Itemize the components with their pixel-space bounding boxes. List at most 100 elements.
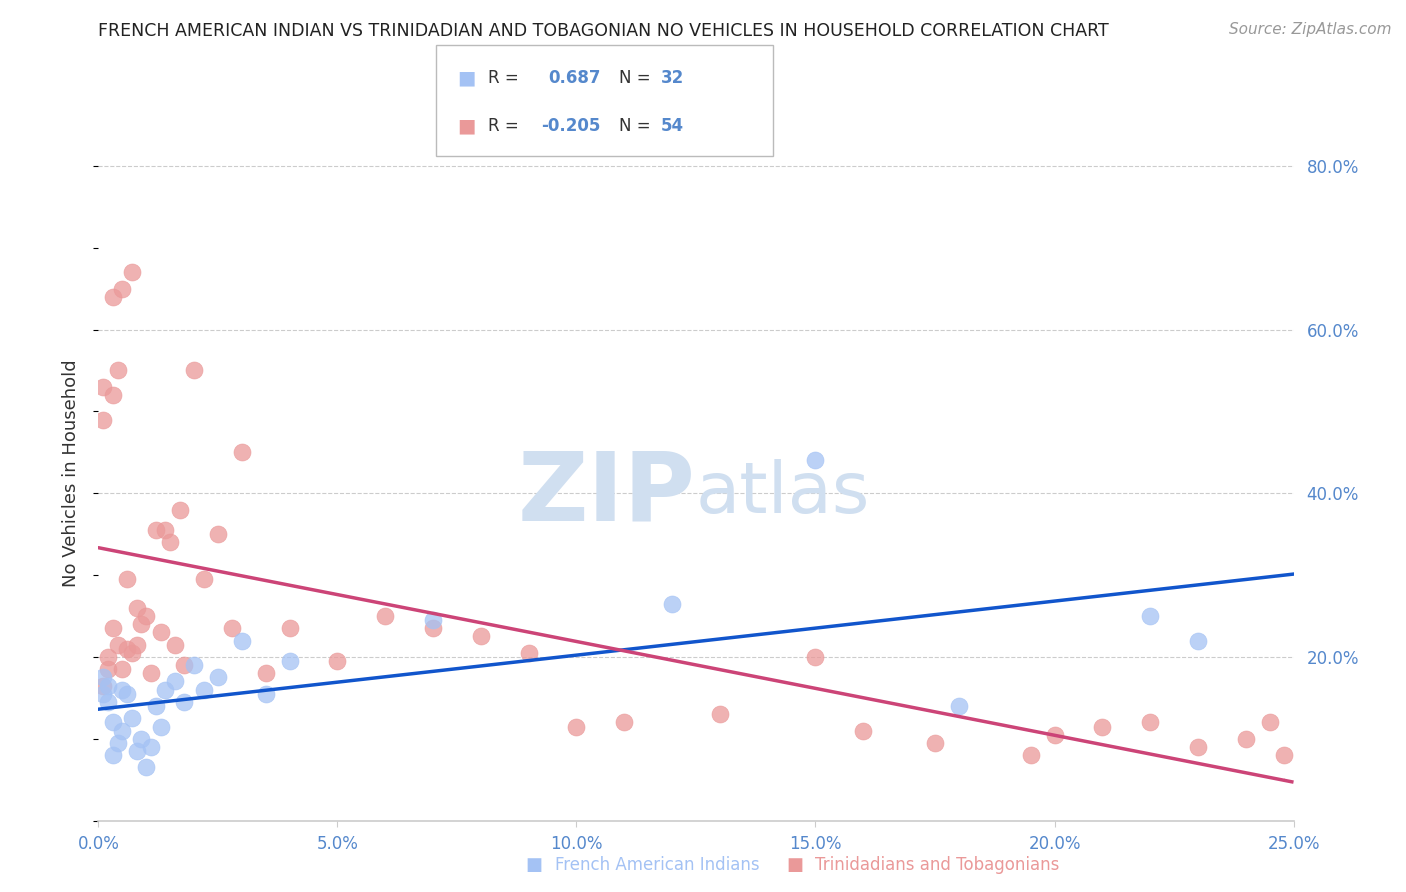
Point bbox=[135, 609, 157, 624]
Point bbox=[111, 682, 134, 697]
Point bbox=[145, 523, 167, 537]
Point bbox=[709, 707, 731, 722]
Point bbox=[97, 662, 120, 676]
Text: ■: ■ bbox=[526, 856, 543, 874]
Point bbox=[183, 363, 205, 377]
Point bbox=[565, 719, 588, 733]
Point bbox=[97, 695, 120, 709]
Point bbox=[183, 658, 205, 673]
Point bbox=[231, 445, 253, 459]
Point bbox=[125, 638, 148, 652]
Point bbox=[121, 711, 143, 725]
Text: Trinidadians and Tobagonians: Trinidadians and Tobagonians bbox=[815, 856, 1060, 874]
Point bbox=[278, 621, 301, 635]
Point bbox=[149, 625, 172, 640]
Point bbox=[221, 621, 243, 635]
Y-axis label: No Vehicles in Household: No Vehicles in Household bbox=[62, 359, 80, 587]
Point bbox=[470, 630, 492, 644]
Point bbox=[101, 748, 124, 763]
Point bbox=[1187, 739, 1209, 754]
Point bbox=[326, 654, 349, 668]
Point bbox=[852, 723, 875, 738]
Text: 32: 32 bbox=[661, 69, 685, 87]
Point bbox=[139, 666, 162, 681]
Point bbox=[145, 699, 167, 714]
Point bbox=[111, 662, 134, 676]
Point bbox=[163, 674, 186, 689]
Point bbox=[135, 760, 157, 774]
Point bbox=[193, 682, 215, 697]
Point bbox=[231, 633, 253, 648]
Point bbox=[173, 658, 195, 673]
Point bbox=[115, 687, 138, 701]
Point bbox=[115, 572, 138, 586]
Point bbox=[1272, 748, 1295, 763]
Point bbox=[111, 282, 134, 296]
Point bbox=[101, 290, 124, 304]
Point bbox=[661, 597, 683, 611]
Point bbox=[924, 736, 946, 750]
Point bbox=[101, 621, 124, 635]
Text: atlas: atlas bbox=[696, 459, 870, 528]
Point bbox=[149, 719, 172, 733]
Point bbox=[804, 649, 827, 664]
Text: ■: ■ bbox=[457, 69, 475, 87]
Point bbox=[91, 380, 114, 394]
Point bbox=[948, 699, 970, 714]
Point bbox=[91, 412, 114, 426]
Point bbox=[1043, 728, 1066, 742]
Text: ■: ■ bbox=[457, 117, 475, 136]
Point bbox=[173, 695, 195, 709]
Text: R =: R = bbox=[488, 69, 524, 87]
Text: ZIP: ZIP bbox=[517, 447, 696, 541]
Point bbox=[207, 527, 229, 541]
Point bbox=[1187, 633, 1209, 648]
Text: French American Indians: French American Indians bbox=[555, 856, 761, 874]
Text: N =: N = bbox=[619, 117, 655, 135]
Point bbox=[159, 535, 181, 549]
Point bbox=[422, 621, 444, 635]
Point bbox=[1139, 609, 1161, 624]
Point bbox=[131, 731, 153, 746]
Point bbox=[804, 453, 827, 467]
Text: 54: 54 bbox=[661, 117, 683, 135]
Point bbox=[97, 679, 120, 693]
Text: 0.687: 0.687 bbox=[548, 69, 600, 87]
Point bbox=[125, 744, 148, 758]
Point bbox=[139, 739, 162, 754]
Text: FRENCH AMERICAN INDIAN VS TRINIDADIAN AND TOBAGONIAN NO VEHICLES IN HOUSEHOLD CO: FRENCH AMERICAN INDIAN VS TRINIDADIAN AN… bbox=[98, 22, 1109, 40]
Point bbox=[107, 736, 129, 750]
Point bbox=[1019, 748, 1042, 763]
Point bbox=[107, 638, 129, 652]
Point bbox=[613, 715, 636, 730]
Text: R =: R = bbox=[488, 117, 524, 135]
Text: ■: ■ bbox=[786, 856, 803, 874]
Point bbox=[91, 679, 114, 693]
Point bbox=[121, 646, 143, 660]
Point bbox=[1258, 715, 1281, 730]
Point bbox=[91, 670, 114, 684]
Point bbox=[1139, 715, 1161, 730]
Point bbox=[91, 687, 114, 701]
Point bbox=[101, 715, 124, 730]
Point bbox=[155, 682, 177, 697]
Point bbox=[97, 649, 120, 664]
Point bbox=[193, 572, 215, 586]
Point bbox=[111, 723, 134, 738]
Point bbox=[125, 600, 148, 615]
Point bbox=[254, 687, 277, 701]
Point bbox=[155, 523, 177, 537]
Point bbox=[121, 265, 143, 279]
Point bbox=[254, 666, 277, 681]
Point bbox=[422, 613, 444, 627]
Point bbox=[1234, 731, 1257, 746]
Point bbox=[115, 641, 138, 656]
Text: Source: ZipAtlas.com: Source: ZipAtlas.com bbox=[1229, 22, 1392, 37]
Text: -0.205: -0.205 bbox=[541, 117, 600, 135]
Point bbox=[1091, 719, 1114, 733]
Point bbox=[107, 363, 129, 377]
Text: N =: N = bbox=[619, 69, 655, 87]
Point bbox=[101, 388, 124, 402]
Point bbox=[163, 638, 186, 652]
Point bbox=[169, 502, 191, 516]
